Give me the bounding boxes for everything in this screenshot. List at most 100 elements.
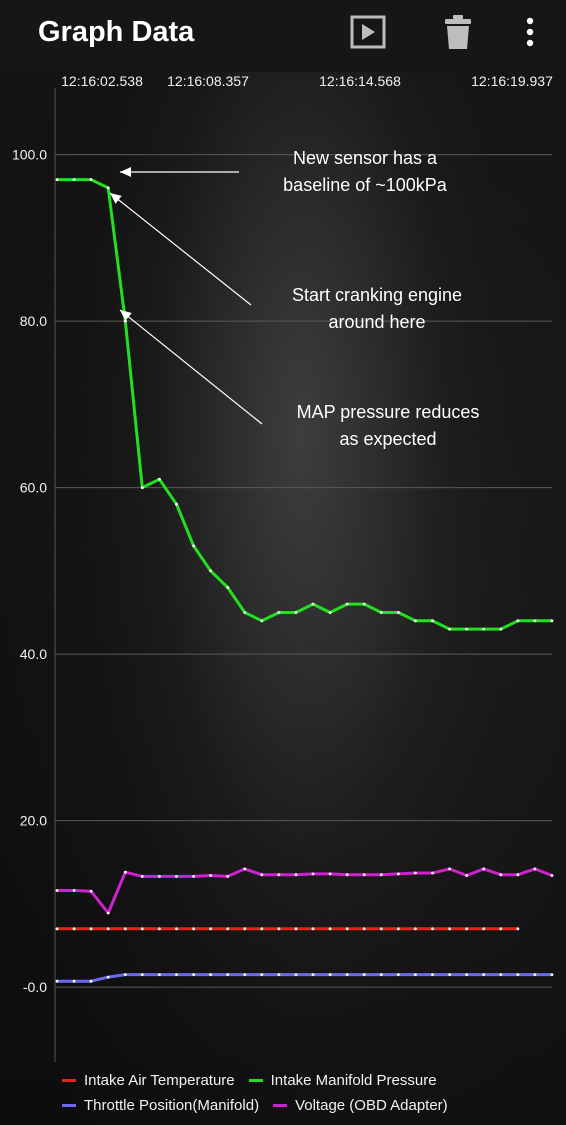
data-point [140,875,144,878]
legend-item-voltage[interactable]: Voltage (OBD Adapter) [273,1097,448,1114]
data-point [72,889,76,892]
data-point [89,979,93,983]
data-point [123,973,127,976]
data-point [140,486,144,489]
page-title: Graph Data [38,16,195,48]
data-point [311,872,315,876]
data-point [106,975,110,979]
data-point [550,874,554,877]
more-vert-icon [526,17,534,47]
data-point [311,973,315,976]
data-point [311,927,315,931]
data-point [192,544,196,548]
data-point [379,873,383,877]
data-point [175,875,178,878]
data-point [397,927,400,931]
data-point [448,867,451,871]
data-point [414,973,417,976]
data-point [516,619,520,623]
data-point [414,619,417,623]
data-point [72,927,76,931]
legend-label: Intake Air Temperature [84,1072,235,1089]
data-point [175,927,178,931]
data-point [328,973,332,976]
legend-item-intake-manifold-pressure[interactable]: Intake Manifold Pressure [248,1072,437,1089]
series-line-voltage-obd-adapter [57,867,553,915]
series-line-throttle-position-manifold [57,973,552,983]
data-point [431,619,434,623]
data-point [226,927,230,931]
data-point [192,927,196,931]
data-point [414,871,417,875]
annotation-arrow [119,309,263,425]
legend-swatch [62,1079,76,1082]
data-point [140,973,144,976]
data-point [106,927,110,931]
data-point [192,973,196,976]
data-point [379,611,383,614]
data-point [499,627,503,631]
grid-lines [54,88,552,1062]
data-point [328,611,332,614]
trash-icon [445,15,471,49]
x-tick-label: 12:16:19.937 [471,73,553,89]
data-point [482,927,486,931]
data-point [277,927,281,931]
data-point [175,502,178,506]
annotation-text: baseline of ~100kPa [283,175,448,195]
legend-item-intake-air-temperature[interactable]: Intake Air Temperature [62,1072,235,1089]
data-point [209,927,213,931]
delete-button[interactable] [436,10,480,54]
annotations: New sensor has a baseline of ~100kPa Start… [109,148,479,449]
x-axis-tick-labels: 12:16:02.538 12:16:08.357 12:16:14.568 12:1… [61,73,553,89]
annotation-text: Start cranking engine [292,285,462,305]
y-tick-label: 40.0 [20,646,47,662]
app-bar: Graph Data [0,0,566,72]
data-point [72,979,76,983]
legend-item-throttle-position[interactable]: Throttle Position(Manifold) [62,1097,259,1114]
data-point [379,927,383,931]
arrow-head [120,310,132,321]
chart-legend: Intake Air Temperature Intake Manifold P… [62,1068,562,1118]
y-tick-label: -0.0 [23,979,47,995]
data-point [328,927,332,931]
data-point [158,927,161,931]
data-point [533,867,537,871]
play-button[interactable] [346,10,390,54]
annotation-text: around here [328,312,425,332]
data-point [465,874,469,877]
data-point [106,186,110,190]
data-point [294,611,298,614]
series-line-intake-manifold-pressure [57,178,552,631]
series-lines [55,178,554,983]
data-point [448,627,451,631]
legend-swatch [273,1104,288,1107]
data-point [345,973,349,976]
data-point [140,927,144,931]
data-point [175,973,178,976]
data-point [397,611,400,614]
data-point [260,927,264,931]
arrow-head [110,193,122,204]
data-point [465,973,469,976]
overflow-menu-button[interactable] [508,10,552,54]
data-point [55,979,59,983]
legend-label: Throttle Position(Manifold) [84,1097,260,1114]
data-point [328,872,332,876]
data-point [89,927,93,931]
data-point [414,927,417,931]
data-point [465,627,469,631]
data-point [209,569,213,573]
data-point [192,875,196,878]
data-point [106,911,110,915]
data-point [55,889,59,892]
data-point [516,973,520,976]
legend-label: Voltage (OBD Adapter) [295,1097,448,1114]
data-point [294,927,298,931]
data-point [465,927,469,931]
data-point [550,973,554,976]
data-point [499,973,503,976]
data-point [499,927,503,931]
